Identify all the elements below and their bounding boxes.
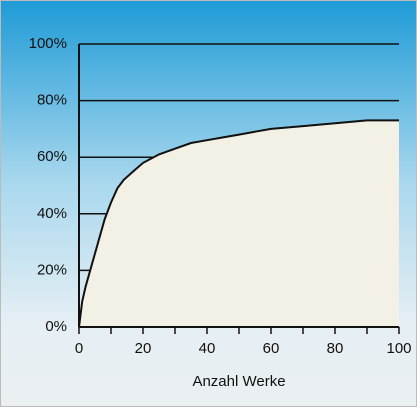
y-tick-label: 60% [37,148,67,165]
y-tick-label: 0% [45,318,67,335]
area [79,120,399,328]
x-tick-label: 100 [386,340,411,357]
line [78,119,399,328]
x-tick-label: 40 [199,340,216,357]
x-tick-label: 60 [263,340,280,357]
y-tick-label: 20% [37,261,67,278]
x-tick-label: 80 [327,340,344,357]
y-tick-label: 100% [29,35,67,52]
x-tick-label: 20 [135,340,152,357]
y-tick-label: 80% [37,92,67,109]
y-tick-label: 40% [37,205,67,222]
x-axis-label: Anzahl Werke [192,373,285,390]
x-tick-label: 0 [75,340,83,357]
